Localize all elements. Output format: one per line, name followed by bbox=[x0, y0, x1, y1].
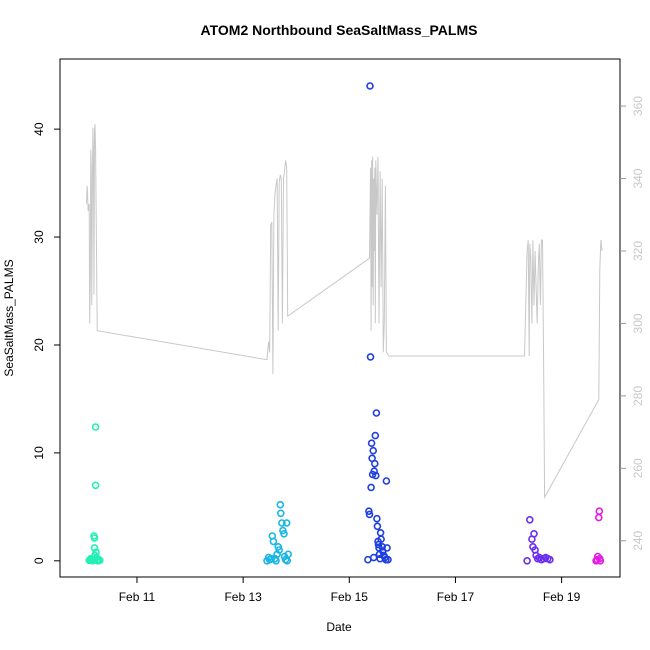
data-point-s3-1 bbox=[525, 515, 534, 524]
data-point-s2-5 bbox=[367, 483, 375, 492]
data-point-s0-10 bbox=[91, 423, 100, 431]
data-point-s2-3 bbox=[366, 82, 374, 90]
data-point-s2-17 bbox=[373, 522, 382, 531]
data-point-s4-0 bbox=[592, 556, 600, 565]
data-point-s1-13 bbox=[278, 519, 286, 527]
data-point-s1-5 bbox=[269, 537, 278, 546]
y-tick-label: 10 bbox=[32, 446, 46, 460]
y2-tick-label: 260 bbox=[631, 458, 645, 478]
data-point-s2-10 bbox=[369, 553, 378, 562]
data-point-s3-0 bbox=[523, 556, 531, 565]
data-point-s1-15 bbox=[280, 529, 288, 538]
plot-frame bbox=[59, 58, 621, 578]
data-point-s1-11 bbox=[276, 500, 285, 509]
x-tick-label: Feb 13 bbox=[224, 590, 262, 604]
y2-tick-label: 240 bbox=[631, 530, 645, 550]
x-tick-label: Feb 15 bbox=[331, 590, 369, 604]
secondary-series-line bbox=[86, 124, 603, 500]
data-point-s0-8 bbox=[90, 544, 99, 552]
data-point-s0-17 bbox=[96, 556, 104, 565]
data-point-s4-6 bbox=[596, 556, 605, 565]
data-point-s2-24 bbox=[377, 535, 385, 544]
chart-title: ATOM2 Northbound SeaSaltMass_PALMS bbox=[201, 22, 478, 38]
x-axis-label: Date bbox=[326, 620, 352, 634]
data-point-s1-12 bbox=[276, 509, 285, 518]
y-tick-label: 30 bbox=[32, 230, 46, 244]
y-axis-label: SeaSaltMass_PALMS bbox=[2, 259, 16, 376]
y2-tick-label: 320 bbox=[631, 241, 645, 261]
data-point-s2-30 bbox=[382, 477, 391, 485]
data-point-s1-20 bbox=[284, 550, 293, 559]
y2-tick-label: 360 bbox=[631, 96, 645, 116]
data-point-s2-9 bbox=[369, 446, 378, 455]
data-point-s2-13 bbox=[371, 431, 380, 440]
data-point-s2-31 bbox=[383, 544, 391, 552]
data-point-s2-25 bbox=[378, 542, 387, 551]
x-tick-label: Feb 17 bbox=[437, 590, 475, 604]
x-tick-label: Feb 11 bbox=[119, 590, 156, 604]
data-point-s2-2 bbox=[365, 510, 374, 519]
y2-tick-label: 300 bbox=[631, 313, 645, 333]
y-tick-label: 40 bbox=[32, 122, 46, 136]
data-point-s2-1 bbox=[365, 507, 373, 516]
data-point-s4-4 bbox=[595, 507, 604, 516]
data-point-s2-12 bbox=[370, 459, 379, 468]
data-point-s2-14 bbox=[371, 471, 380, 480]
data-point-s1-10 bbox=[275, 546, 284, 554]
data-point-s2-11 bbox=[370, 467, 379, 476]
y2-tick-label: 340 bbox=[631, 168, 645, 188]
y-tick-label: 0 bbox=[32, 557, 46, 564]
data-point-s4-3 bbox=[594, 513, 603, 522]
data-point-s2-23 bbox=[376, 528, 385, 537]
y-tick-label: 20 bbox=[32, 338, 46, 352]
data-point-s2-15 bbox=[372, 409, 381, 417]
data-point-s2-16 bbox=[373, 514, 381, 523]
data-point-s2-6 bbox=[367, 439, 376, 448]
plot-area bbox=[85, 82, 605, 565]
data-point-s2-4 bbox=[366, 353, 375, 361]
data-point-s0-11 bbox=[91, 481, 100, 490]
y2-tick-label: 280 bbox=[631, 386, 645, 406]
data-point-s3-4 bbox=[530, 529, 538, 538]
x-tick-label: Feb 19 bbox=[543, 590, 581, 604]
data-point-s0-7 bbox=[90, 534, 99, 542]
data-point-s1-18 bbox=[282, 519, 291, 527]
data-point-s2-32 bbox=[384, 555, 392, 564]
data-point-s3-13 bbox=[546, 555, 554, 564]
